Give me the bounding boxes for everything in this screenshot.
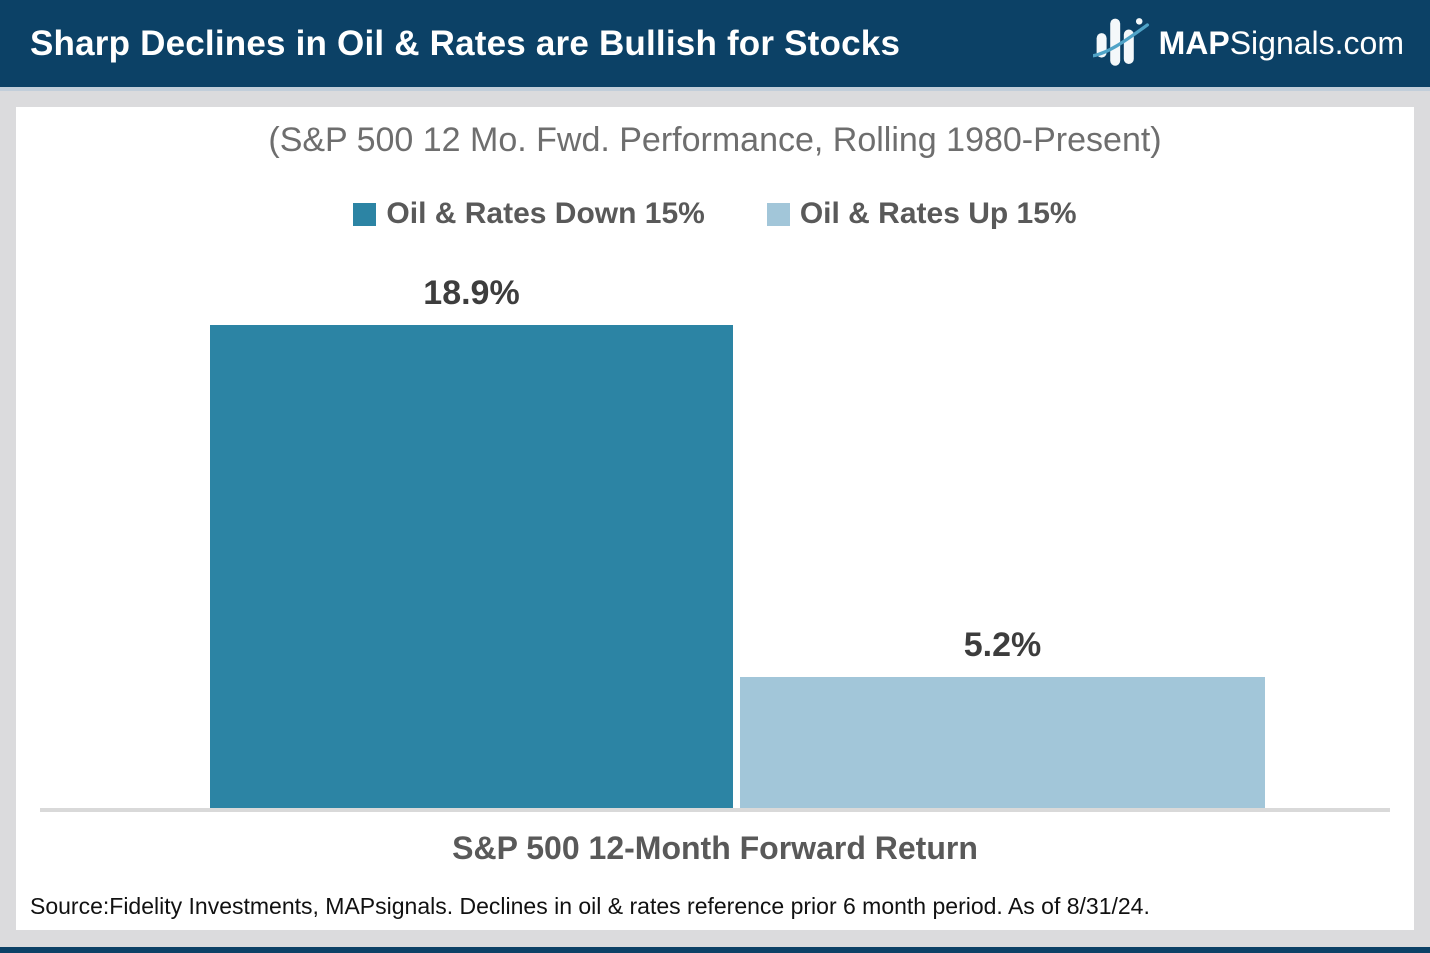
mapsignals-bars-icon (1092, 13, 1151, 75)
bar-value-label-up: 5.2% (963, 626, 1042, 664)
x-axis-baseline (40, 808, 1390, 812)
bottom-border (0, 947, 1430, 953)
legend-swatch-down (353, 202, 377, 226)
legend-label-up: Oil & Rates Up 15% (799, 197, 1077, 230)
bar-value-label-down: 18.9% (423, 274, 520, 312)
source-note: Source:Fidelity Investments, MAPsignals.… (30, 893, 1150, 919)
bar-oil-rates-up (740, 677, 1265, 810)
logo-brand-bold: MAP (1158, 25, 1230, 61)
chart-card: (S&P 500 12 Mo. Fwd. Performance, Rollin… (16, 107, 1414, 930)
legend-item-oil-rates-down: Oil & Rates Down 15% (353, 197, 705, 231)
chart-legend: Oil & Rates Down 15% Oil & Rates Up 15% (16, 197, 1414, 231)
legend-item-oil-rates-up: Oil & Rates Up 15% (766, 197, 1077, 231)
bar-oil-rates-down (210, 325, 733, 810)
plot-area: 18.9% 5.2% (16, 107, 1414, 810)
chart-subtitle: (S&P 500 12 Mo. Fwd. Performance, Rollin… (268, 121, 1162, 159)
page-title: Sharp Declines in Oil & Rates are Bullis… (30, 23, 901, 63)
legend-label-down: Oil & Rates Down 15% (386, 197, 705, 230)
title-bar: Sharp Declines in Oil & Rates are Bullis… (0, 0, 1430, 91)
logo-brand-rest: Signals.com (1229, 25, 1404, 61)
logo-wordmark: MAPSignals.com (1159, 25, 1404, 62)
legend-swatch-up (766, 202, 790, 226)
x-axis-title: S&P 500 12-Month Forward Return (452, 830, 978, 866)
mapsignals-logo: MAPSignals.com (1092, 13, 1404, 75)
